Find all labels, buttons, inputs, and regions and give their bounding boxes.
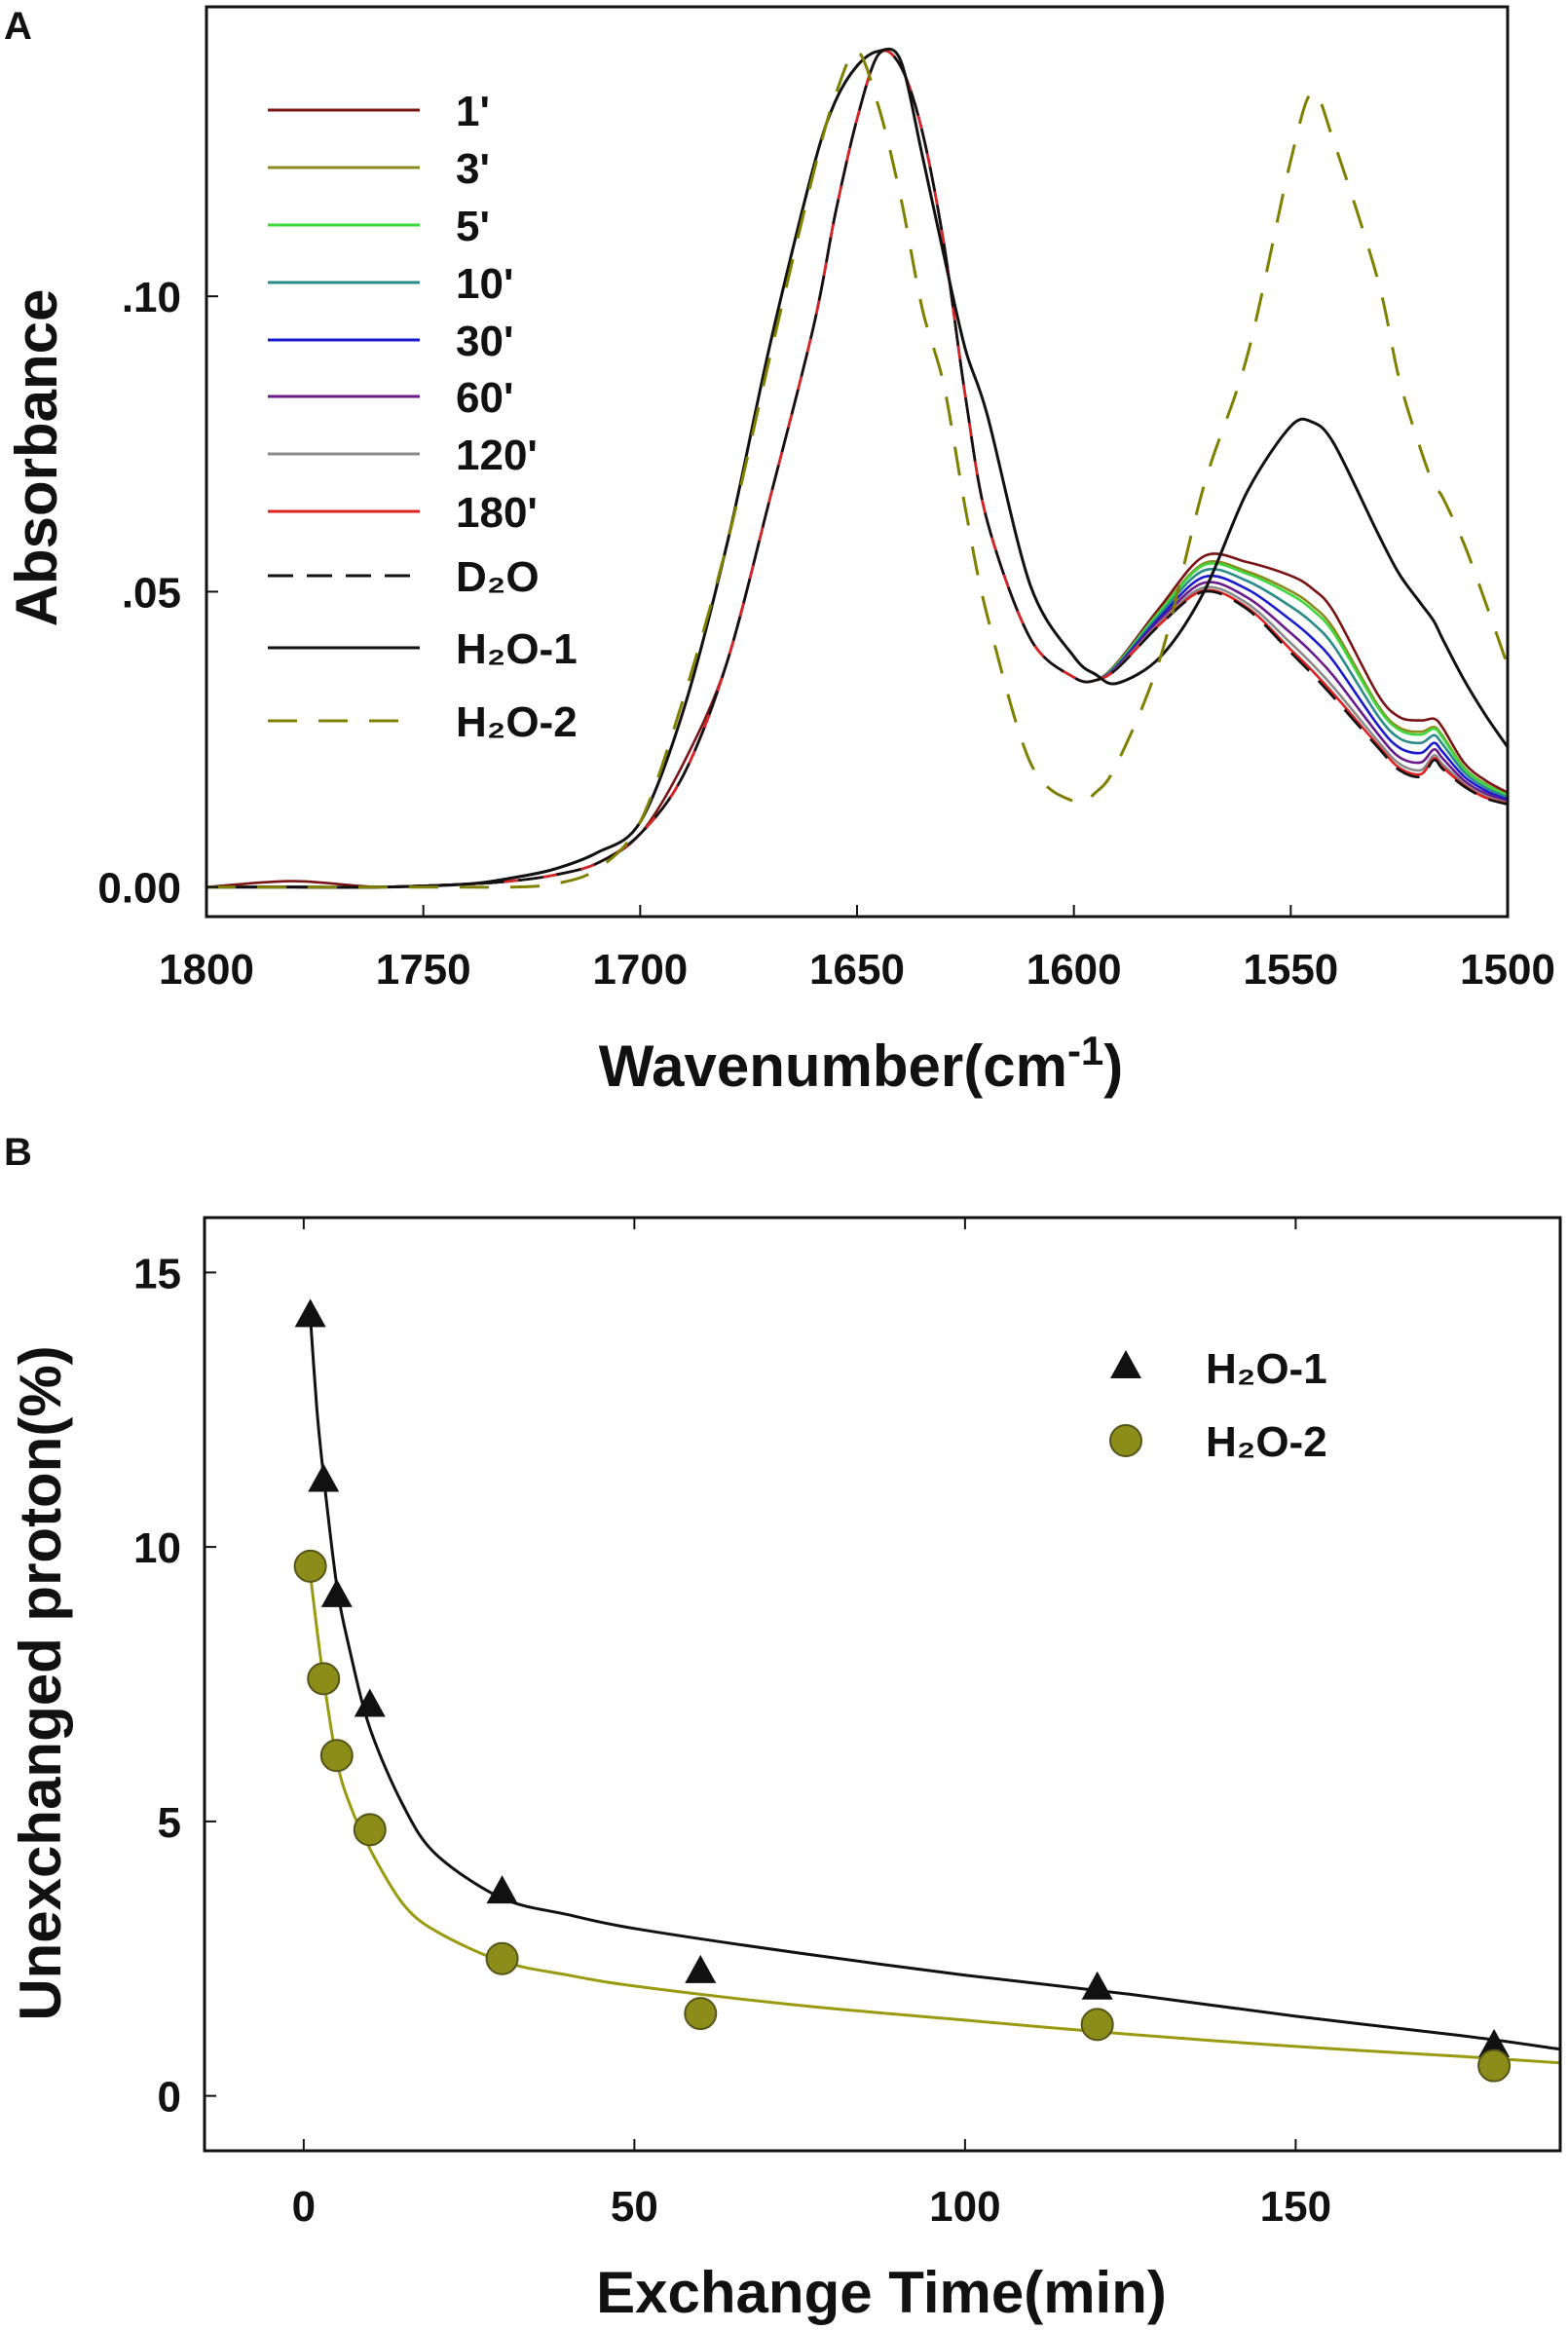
y-tick-label: .10 xyxy=(122,274,181,321)
data-point-circle xyxy=(1477,2048,1512,2083)
x-tick-label: 0 xyxy=(292,2183,316,2231)
fit-curve-1 xyxy=(309,1574,1561,2065)
data-point-triangle xyxy=(320,1578,353,1607)
y-tick-label: 0.00 xyxy=(97,865,181,913)
panel-a-legend: 1' 3' 5' 10' 30' 60' 120' 180' D₂O H₂O-1 H₂O-2 xyxy=(268,88,578,746)
legend-item: 120' xyxy=(268,432,538,479)
panel-b-ticks: 0 50 100 150 0 5 10 15 xyxy=(133,1218,1331,2231)
legend-item: 1' xyxy=(268,88,490,135)
legend-item: H₂O-1 xyxy=(268,625,578,673)
legend-label: H₂O-2 xyxy=(456,698,578,746)
legend-label: 10' xyxy=(456,260,513,308)
x-tick-label: 1500 xyxy=(1460,946,1555,994)
data-point-triangle xyxy=(308,1463,340,1492)
legend-item: H₂O-2 xyxy=(1109,1418,1327,1466)
panel-b-legend: H₂O-1 H₂O-2 xyxy=(1109,1345,1327,1466)
x-tick-label: 1750 xyxy=(376,946,471,994)
spectrum-line-9 xyxy=(206,47,1508,889)
panel-a-plot-area xyxy=(206,47,1508,889)
data-point-triangle xyxy=(1081,1971,1113,2000)
spectrum-line-2 xyxy=(206,49,1508,889)
y-tick-label: 5 xyxy=(158,1799,181,1847)
panel-b-exchange-chart: B 0 50 100 150 0 5 10 15 H₂O-1 H₂O-2 Unexchanged… xyxy=(4,1131,1562,2325)
panel-a-x-axis-title: Wavenumber(cm-1) xyxy=(599,1028,1124,1099)
data-point-circle xyxy=(307,1662,341,1696)
panel-b-x-axis-title: Exchange Time(min) xyxy=(596,2260,1167,2325)
legend-item: 60' xyxy=(268,374,513,422)
legend-label: H₂O-1 xyxy=(456,625,578,673)
legend-label: 5' xyxy=(456,203,490,250)
x-tick-label: 100 xyxy=(929,2183,1000,2231)
x-axis-title-end: ) xyxy=(1103,1033,1123,1099)
panel-a-frame xyxy=(205,5,1510,919)
panel-b-plot-area xyxy=(293,1298,1561,2083)
data-point-circle xyxy=(319,1739,354,1773)
legend-item: H₂O-2 xyxy=(268,698,578,746)
legend-item: H₂O-1 xyxy=(1110,1345,1327,1393)
legend-marker-triangle xyxy=(1110,1350,1141,1378)
data-point-circle xyxy=(684,1997,718,2031)
data-point-triangle xyxy=(294,1298,326,1328)
panel-a-ticks: 1800 1750 1700 1650 1600 1550 1500 0.00 .05 .10 xyxy=(97,274,1555,994)
legend-item: 5' xyxy=(268,203,490,250)
spectrum-line-1 xyxy=(206,49,1508,889)
data-point-circle xyxy=(485,1941,519,1975)
data-point-circle xyxy=(353,1813,387,1847)
legend-item: 30' xyxy=(268,318,513,365)
panel-a-letter: A xyxy=(4,5,32,48)
panel-b-y-axis-title: Unexchanged proton(%) xyxy=(8,1345,73,2020)
data-point-triangle xyxy=(685,1954,717,1983)
legend-label: 120' xyxy=(456,432,538,479)
spectrum-line-6 xyxy=(206,49,1508,889)
x-tick-label: 50 xyxy=(611,2183,658,2231)
spectrum-line-5 xyxy=(206,49,1508,889)
spectrum-line-3 xyxy=(206,49,1508,889)
data-point-circle xyxy=(1080,2008,1114,2042)
spectrum-line-8 xyxy=(206,49,1508,889)
x-tick-label: 150 xyxy=(1260,2183,1331,2231)
legend-item: 10' xyxy=(268,260,513,308)
legend-item: D₂O xyxy=(268,553,540,601)
y-tick-label: 10 xyxy=(133,1524,181,1572)
x-axis-title-main: Wavenumber(cm xyxy=(599,1033,1067,1099)
y-tick-label: 0 xyxy=(158,2074,181,2122)
spectrum-line-0 xyxy=(206,49,1508,889)
x-tick-label: 1600 xyxy=(1027,946,1122,994)
y-tick-label: .05 xyxy=(122,569,181,617)
legend-label: 180' xyxy=(456,489,538,537)
panel-b-letter: B xyxy=(4,1131,32,1174)
legend-label: D₂O xyxy=(456,553,540,601)
data-point-triangle xyxy=(1478,2028,1511,2057)
fit-curve-0 xyxy=(309,1316,1561,2051)
legend-label: H₂O-2 xyxy=(1206,1418,1327,1466)
legend-item: 3' xyxy=(268,145,490,193)
panel-b-frame xyxy=(203,1216,1562,2153)
x-axis-title-superscript: -1 xyxy=(1067,1028,1103,1073)
panel-a-spectra-chart: A 1800 1750 1700 1650 1600 1550 1500 0.00 .05 .10… xyxy=(4,5,1555,1099)
x-tick-label: 1800 xyxy=(159,946,254,994)
spectrum-line-4 xyxy=(206,49,1508,889)
legend-label: 1' xyxy=(456,88,490,135)
legend-label: 3' xyxy=(456,145,490,193)
legend-label: H₂O-1 xyxy=(1206,1345,1327,1393)
spectrum-line-10 xyxy=(206,50,1508,889)
panel-a-y-axis-title: Absorbance xyxy=(4,289,69,627)
legend-label: 60' xyxy=(456,374,513,422)
x-tick-label: 1550 xyxy=(1243,946,1338,994)
legend-label: 30' xyxy=(456,318,513,365)
spectrum-line-7 xyxy=(206,49,1508,889)
data-point-triangle xyxy=(486,1875,518,1904)
data-point-triangle xyxy=(354,1688,386,1717)
x-tick-label: 1650 xyxy=(809,946,905,994)
legend-item: 180' xyxy=(268,489,538,537)
y-tick-label: 15 xyxy=(133,1250,181,1297)
legend-marker-circle xyxy=(1109,1424,1142,1457)
x-tick-label: 1700 xyxy=(592,946,688,994)
data-point-circle xyxy=(293,1549,327,1583)
